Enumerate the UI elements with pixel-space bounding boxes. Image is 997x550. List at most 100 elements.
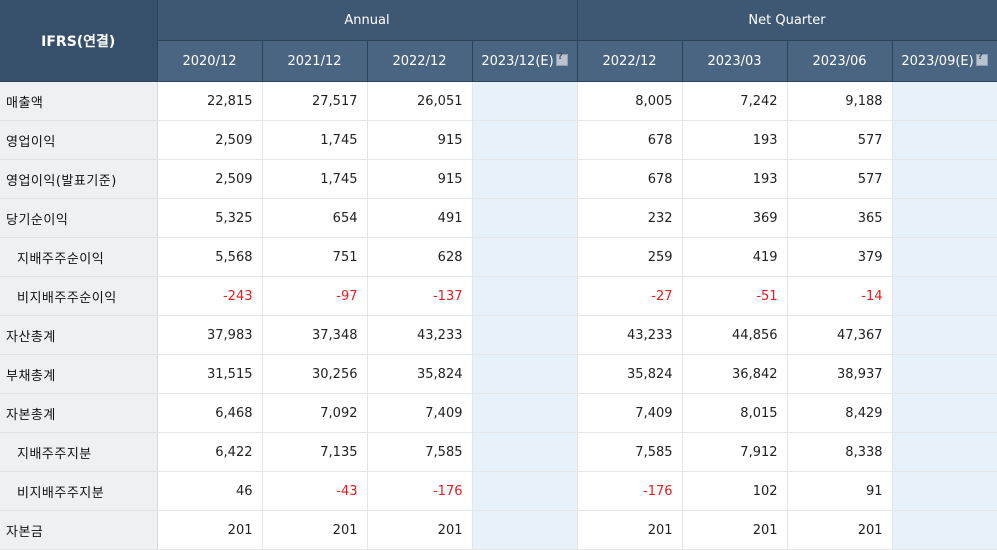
period-header: 2023/03 <box>682 40 788 82</box>
value-cell: 232 <box>577 198 683 238</box>
value-cell: 365 <box>787 198 893 238</box>
value-cell: 35,824 <box>577 354 683 394</box>
value-cell: 31,515 <box>157 354 263 394</box>
estimate-cell <box>472 198 578 238</box>
value-cell: 5,568 <box>157 237 263 277</box>
value-cell: -243 <box>157 276 263 316</box>
value-cell: 628 <box>367 237 473 277</box>
table-row: 당기순이익 5,325 654 491 232 369 365 <box>0 198 997 238</box>
estimate-cell <box>472 237 578 277</box>
value-cell: 915 <box>367 159 473 199</box>
estimate-cell <box>892 354 997 394</box>
row-label[interactable]: 영업이익(발표기준) <box>0 159 158 199</box>
row-label[interactable]: 영업이익 <box>0 120 158 160</box>
value-cell: 9,188 <box>787 81 893 121</box>
value-cell: -97 <box>262 276 368 316</box>
value-cell: 37,348 <box>262 315 368 355</box>
value-cell: 43,233 <box>577 315 683 355</box>
value-cell: 259 <box>577 237 683 277</box>
value-cell: 8,429 <box>787 393 893 433</box>
value-cell: 44,856 <box>682 315 788 355</box>
value-cell: 5,325 <box>157 198 263 238</box>
value-cell: 7,135 <box>262 432 368 472</box>
estimate-cell <box>892 471 997 511</box>
period-label: 2023/09(E) <box>901 53 974 69</box>
row-label[interactable]: 비지배주주순이익 <box>0 276 158 316</box>
ifrs-consolidated-header: IFRS(연결) <box>0 0 158 82</box>
row-label[interactable]: 지배주주순이익 <box>0 237 158 277</box>
estimate-cell <box>472 276 578 316</box>
table-row: 자산총계 37,983 37,348 43,233 43,233 44,856 47,367 <box>0 315 997 355</box>
row-label[interactable]: 자산총계 <box>0 315 158 355</box>
row-label[interactable]: 자본금 <box>0 510 158 550</box>
value-cell: 7,242 <box>682 81 788 121</box>
table-row: 지배주주순이익 5,568 751 628 259 419 379 <box>0 237 997 277</box>
table-row: 자본금 201 201 201 201 201 201 <box>0 510 997 550</box>
help-icon[interactable] <box>975 52 988 66</box>
value-cell: 577 <box>787 120 893 160</box>
estimate-cell <box>472 471 578 511</box>
estimate-cell <box>472 354 578 394</box>
table-row: 매출액 22,815 27,517 26,051 8,005 7,242 9,188 <box>0 81 997 121</box>
value-cell: 678 <box>577 159 683 199</box>
estimate-cell <box>892 198 997 238</box>
value-cell: 751 <box>262 237 368 277</box>
help-icon[interactable] <box>555 52 568 66</box>
value-cell: 7,585 <box>577 432 683 472</box>
value-cell: 419 <box>682 237 788 277</box>
value-cell: 102 <box>682 471 788 511</box>
row-label[interactable]: 자본총계 <box>0 393 158 433</box>
value-cell: 6,422 <box>157 432 263 472</box>
value-cell: -43 <box>262 471 368 511</box>
value-cell: 201 <box>682 510 788 550</box>
table-row: 영업이익(발표기준) 2,509 1,745 915 678 193 577 <box>0 159 997 199</box>
value-cell: 91 <box>787 471 893 511</box>
value-cell: -137 <box>367 276 473 316</box>
estimate-cell <box>892 120 997 160</box>
value-cell: 201 <box>262 510 368 550</box>
value-cell: -27 <box>577 276 683 316</box>
period-header: 2021/12 <box>262 40 368 82</box>
row-label[interactable]: 부채총계 <box>0 354 158 394</box>
value-cell: 22,815 <box>157 81 263 121</box>
value-cell: 8,005 <box>577 81 683 121</box>
value-cell: 6,468 <box>157 393 263 433</box>
row-label[interactable]: 지배주주지분 <box>0 432 158 472</box>
estimate-period-header: 2023/09(E) <box>892 40 997 82</box>
period-label: 2023/12(E) <box>481 53 554 69</box>
value-cell: 2,509 <box>157 159 263 199</box>
value-cell: 7,912 <box>682 432 788 472</box>
period-header: 2022/12 <box>577 40 683 82</box>
estimate-period-header: 2023/12(E) <box>472 40 578 82</box>
value-cell: 7,092 <box>262 393 368 433</box>
row-label[interactable]: 매출액 <box>0 81 158 121</box>
value-cell: 36,842 <box>682 354 788 394</box>
value-cell: 2,509 <box>157 120 263 160</box>
row-label[interactable]: 당기순이익 <box>0 198 158 238</box>
estimate-cell <box>892 81 997 121</box>
estimate-cell <box>472 81 578 121</box>
estimate-cell <box>472 510 578 550</box>
estimate-cell <box>892 432 997 472</box>
value-cell: 35,824 <box>367 354 473 394</box>
estimate-cell <box>892 510 997 550</box>
period-header: 2022/12 <box>367 40 473 82</box>
value-cell: -14 <box>787 276 893 316</box>
value-cell: 369 <box>682 198 788 238</box>
value-cell: -51 <box>682 276 788 316</box>
value-cell: 201 <box>787 510 893 550</box>
table-body: 매출액 22,815 27,517 26,051 8,005 7,242 9,188 영업이익… <box>0 81 997 550</box>
value-cell: 654 <box>262 198 368 238</box>
value-cell: 43,233 <box>367 315 473 355</box>
table-row: 자본총계 6,468 7,092 7,409 7,409 8,015 8,429 <box>0 393 997 433</box>
estimate-cell <box>472 315 578 355</box>
value-cell: 30,256 <box>262 354 368 394</box>
period-header: 2020/12 <box>157 40 263 82</box>
estimate-cell <box>472 393 578 433</box>
estimate-cell <box>892 237 997 277</box>
row-label[interactable]: 비지배주주지분 <box>0 471 158 511</box>
value-cell: 7,585 <box>367 432 473 472</box>
table-row: 비지배주주지분 46 -43 -176 -176 102 91 <box>0 471 997 511</box>
value-cell: 1,745 <box>262 120 368 160</box>
value-cell: 201 <box>157 510 263 550</box>
